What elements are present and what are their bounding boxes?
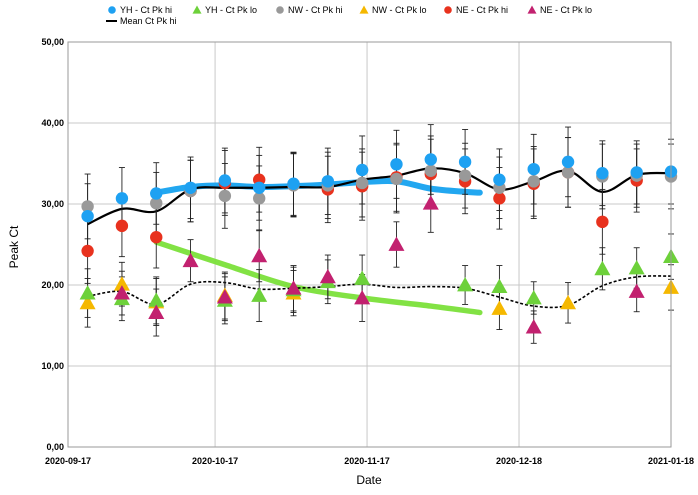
point-yh-ct-pk-lo bbox=[79, 285, 96, 300]
legend-label-nw-ct-pk-lo: NW - Ct Pk lo bbox=[372, 5, 427, 15]
point-ne-ct-pk-hi bbox=[115, 219, 129, 233]
x-tick-label: 2020-11-17 bbox=[344, 456, 390, 466]
legend-swatch-yh-ct-pk-lo bbox=[192, 5, 202, 14]
x-tick-label: 2020-12-18 bbox=[496, 456, 542, 466]
point-yh-ct-pk-hi bbox=[458, 155, 472, 169]
point-yh-ct-pk-hi bbox=[115, 192, 129, 205]
point-ne-ct-pk-lo bbox=[182, 252, 199, 268]
legend-label-yh-ct-pk-hi: YH - Ct Pk hi bbox=[120, 5, 172, 15]
point-ne-ct-pk-hi bbox=[150, 231, 163, 244]
point-nw-ct-pk-hi bbox=[218, 189, 232, 203]
mean-hi-line bbox=[87, 167, 672, 226]
point-yh-ct-pk-lo bbox=[251, 287, 268, 302]
legend-label-ne-ct-pk-hi: NE - Ct Pk hi bbox=[456, 5, 508, 15]
point-ne-ct-pk-lo bbox=[354, 289, 371, 305]
point-yh-ct-pk-hi bbox=[493, 173, 506, 186]
x-tick-label: 2020-10-17 bbox=[192, 456, 238, 466]
point-nw-ct-pk-hi bbox=[81, 200, 94, 213]
point-ne-ct-pk-lo bbox=[388, 236, 405, 251]
point-yh-ct-pk-lo bbox=[148, 292, 165, 307]
point-ne-ct-pk-hi bbox=[493, 192, 506, 205]
point-yh-ct-pk-hi bbox=[527, 162, 540, 176]
point-nw-ct-pk-lo bbox=[491, 300, 508, 315]
point-ne-ct-pk-lo bbox=[251, 247, 268, 263]
y-tick-label: 40,00 bbox=[41, 118, 64, 128]
y-tick-label: 30,00 bbox=[41, 199, 64, 209]
point-yh-ct-pk-hi bbox=[390, 158, 403, 171]
point-nw-ct-pk-lo bbox=[113, 276, 130, 291]
point-yh-ct-pk-lo bbox=[491, 278, 508, 294]
y-tick-label: 20,00 bbox=[41, 280, 64, 290]
y-axis-title: Peak Ct bbox=[7, 225, 21, 268]
point-nw-ct-pk-hi bbox=[252, 192, 266, 205]
legend-swatch-nw-ct-pk-lo bbox=[359, 5, 369, 14]
point-nw-ct-pk-hi bbox=[527, 175, 540, 188]
y-tick-label: 0,00 bbox=[46, 442, 64, 452]
point-yh-ct-pk-lo bbox=[628, 259, 645, 275]
green-trend-line bbox=[153, 239, 483, 316]
point-yh-ct-pk-hi bbox=[355, 163, 369, 177]
point-ne-ct-pk-hi bbox=[596, 215, 609, 229]
point-yh-ct-pk-lo bbox=[594, 260, 611, 276]
point-yh-ct-pk-hi bbox=[321, 175, 335, 188]
y-tick-label: 50,00 bbox=[41, 37, 64, 47]
point-yh-ct-pk-hi bbox=[150, 187, 163, 200]
legend-label-yh-ct-pk-lo: YH - Ct Pk lo bbox=[205, 5, 257, 15]
x-tick-label: 2021-01-18 bbox=[648, 456, 694, 466]
legend-swatch-nw-ct-pk-hi bbox=[276, 6, 284, 14]
point-ne-ct-pk-lo bbox=[319, 268, 336, 284]
legend-label-mean-ct-pk-hi: Mean Ct Pk hi bbox=[120, 16, 177, 26]
legend: YH - Ct Pk hi YH - Ct Pk lo NW - Ct Pk hi N… bbox=[106, 5, 592, 26]
point-yh-ct-pk-hi bbox=[630, 166, 643, 179]
legend-swatch-ne-ct-pk-hi bbox=[444, 6, 452, 14]
x-tick-label: 2020-09-17 bbox=[45, 456, 91, 466]
point-nw-ct-pk-hi bbox=[424, 164, 437, 177]
point-ne-ct-pk-lo bbox=[628, 283, 645, 298]
point-yh-ct-pk-hi bbox=[287, 177, 300, 190]
axes: 0,00 10,00 20,00 30,00 40,00 50,00 2020-09-17 2… bbox=[41, 37, 694, 466]
point-yh-ct-pk-hi bbox=[184, 181, 197, 194]
point-yh-ct-pk-hi bbox=[424, 153, 437, 166]
plot-frame bbox=[67, 41, 672, 448]
legend-label-nw-ct-pk-hi: NW - Ct Pk hi bbox=[288, 5, 343, 15]
y-tick-label: 10,00 bbox=[41, 361, 64, 371]
point-nw-ct-pk-hi bbox=[561, 166, 575, 179]
point-nw-ct-pk-lo bbox=[79, 294, 96, 310]
point-ne-ct-pk-lo bbox=[216, 289, 233, 304]
point-yh-ct-pk-hi bbox=[218, 174, 232, 187]
legend-swatch-yh-ct-pk-hi bbox=[108, 6, 116, 14]
point-yh-ct-pk-lo bbox=[457, 277, 474, 292]
point-nw-ct-pk-hi bbox=[150, 196, 163, 210]
point-yh-ct-pk-hi bbox=[81, 209, 94, 223]
point-ne-ct-pk-lo bbox=[148, 304, 165, 319]
error-bars bbox=[84, 124, 674, 344]
point-nw-ct-pk-hi bbox=[458, 169, 472, 182]
point-ne-ct-pk-hi bbox=[81, 244, 94, 258]
point-nw-ct-pk-lo bbox=[560, 294, 577, 310]
point-ne-ct-pk-lo bbox=[113, 285, 130, 300]
point-yh-ct-pk-hi bbox=[596, 167, 609, 180]
point-yh-ct-pk-hi bbox=[252, 181, 266, 194]
point-ne-ct-pk-lo bbox=[285, 280, 302, 295]
x-axis-title: Date bbox=[356, 473, 382, 487]
point-nw-ct-pk-hi bbox=[355, 176, 369, 190]
point-yh-ct-pk-lo bbox=[354, 270, 371, 285]
point-ne-ct-pk-lo bbox=[525, 319, 542, 334]
point-yh-ct-pk-hi bbox=[561, 155, 575, 169]
data-markers bbox=[79, 153, 679, 334]
point-nw-ct-pk-hi bbox=[390, 172, 403, 186]
point-yh-ct-pk-lo bbox=[525, 289, 542, 305]
point-ne-ct-pk-lo bbox=[422, 195, 439, 210]
legend-swatch-ne-ct-pk-lo bbox=[527, 5, 537, 14]
legend-label-ne-ct-pk-lo: NE - Ct Pk lo bbox=[540, 5, 592, 15]
